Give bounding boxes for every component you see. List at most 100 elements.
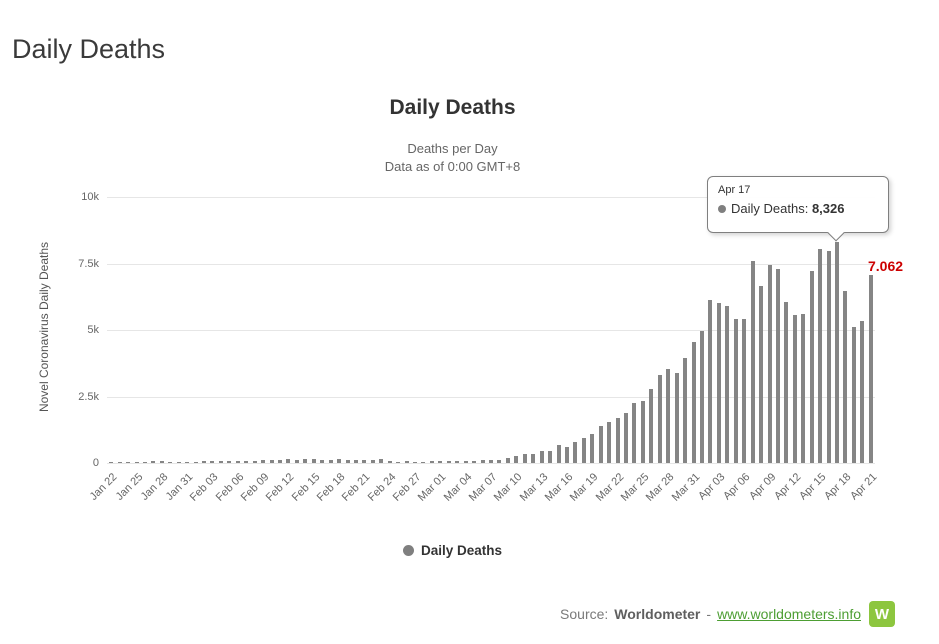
bar-jan-23[interactable] — [117, 462, 122, 463]
bar-mar-07[interactable] — [489, 460, 493, 463]
bar-mar-25[interactable] — [640, 400, 645, 463]
bar-apr-04[interactable] — [725, 306, 730, 463]
worldometer-logo[interactable]: W — [869, 601, 895, 627]
bar-mar-03[interactable] — [455, 461, 460, 463]
bar-mar-14[interactable] — [548, 451, 553, 463]
bar-mar-02[interactable] — [446, 461, 451, 463]
bar-feb-06[interactable] — [235, 461, 240, 463]
bar-apr-02[interactable] — [708, 300, 713, 463]
bar-mar-08[interactable] — [497, 460, 502, 463]
bar-apr-01[interactable] — [699, 331, 704, 463]
bar-feb-20[interactable] — [353, 459, 358, 463]
source-label: Source: — [560, 606, 609, 622]
bar-apr-17[interactable] — [835, 241, 840, 463]
tooltip-value: 8,326 — [811, 201, 845, 216]
bar-apr-07[interactable] — [750, 260, 755, 463]
bar-jan-27[interactable] — [151, 461, 156, 463]
bar-mar-30[interactable] — [683, 358, 688, 463]
bar-mar-05[interactable] — [472, 460, 477, 463]
bar-feb-23[interactable] — [379, 459, 384, 463]
bar-feb-16[interactable] — [320, 460, 325, 463]
bar-jan-22[interactable] — [109, 462, 114, 463]
bar-feb-03[interactable] — [210, 461, 215, 463]
bar-mar-10[interactable] — [514, 455, 519, 463]
worldometers-link[interactable]: www.worldometers.info — [717, 606, 861, 622]
bar-mar-16[interactable] — [564, 447, 569, 463]
bar-mar-06[interactable] — [480, 460, 485, 463]
bar-apr-19[interactable] — [851, 326, 856, 463]
bar-apr-13[interactable] — [801, 314, 806, 463]
bar-mar-09[interactable] — [505, 457, 510, 463]
bar-mar-26[interactable] — [649, 388, 654, 463]
bar-feb-27[interactable] — [413, 461, 418, 463]
bar-apr-10[interactable] — [775, 268, 780, 463]
bar-feb-02[interactable] — [202, 461, 207, 463]
bar-mar-28[interactable] — [666, 369, 671, 463]
bar-apr-09[interactable] — [767, 265, 772, 463]
bar-mar-23[interactable] — [624, 413, 629, 463]
bar-mar-15[interactable] — [556, 445, 561, 463]
bar-mar-21[interactable] — [607, 422, 612, 463]
bar-feb-17[interactable] — [328, 460, 333, 463]
bar-mar-13[interactable] — [539, 451, 544, 463]
bar-feb-24[interactable] — [387, 461, 392, 463]
bar-apr-11[interactable] — [784, 302, 789, 463]
bar-apr-08[interactable] — [759, 285, 764, 463]
bar-feb-19[interactable] — [345, 459, 350, 463]
bar-jan-31[interactable] — [185, 461, 190, 463]
bar-feb-14[interactable] — [303, 459, 308, 463]
bar-apr-21[interactable] — [868, 275, 873, 463]
bar-feb-07[interactable] — [244, 460, 249, 463]
bar-mar-18[interactable] — [581, 438, 586, 463]
bar-feb-22[interactable] — [370, 460, 375, 463]
bar-feb-29[interactable] — [429, 461, 434, 463]
bar-mar-04[interactable] — [463, 460, 468, 463]
bar-feb-04[interactable] — [218, 461, 223, 463]
bar-mar-19[interactable] — [590, 434, 595, 463]
bar-feb-21[interactable] — [362, 460, 367, 463]
bar-feb-28[interactable] — [421, 461, 426, 463]
bar-jan-24[interactable] — [126, 462, 131, 463]
bar-mar-20[interactable] — [598, 426, 603, 463]
tooltip: Apr 17 Daily Deaths: 8,326 — [707, 176, 889, 241]
bar-apr-15[interactable] — [818, 249, 823, 463]
bar-feb-01[interactable] — [193, 461, 198, 463]
bar-mar-22[interactable] — [615, 418, 620, 463]
chart-subtitle-line2: Data as of 0:00 GMT+8 — [384, 159, 521, 174]
bar-feb-13[interactable] — [294, 459, 299, 463]
bar-feb-10[interactable] — [269, 460, 274, 463]
bar-apr-06[interactable] — [742, 319, 747, 463]
bar-feb-25[interactable] — [396, 461, 401, 463]
bar-mar-12[interactable] — [531, 453, 536, 463]
bar-apr-12[interactable] — [792, 314, 797, 463]
bar-mar-24[interactable] — [632, 402, 637, 463]
bar-apr-20[interactable] — [860, 320, 865, 463]
bar-apr-14[interactable] — [809, 271, 814, 463]
bar-feb-11[interactable] — [278, 460, 282, 463]
bar-feb-18[interactable] — [337, 459, 342, 463]
bar-mar-17[interactable] — [573, 441, 578, 463]
bar-apr-03[interactable] — [716, 302, 721, 463]
bar-feb-15[interactable] — [311, 459, 316, 463]
bar-feb-08[interactable] — [252, 460, 257, 463]
bar-jan-26[interactable] — [142, 461, 147, 463]
bar-feb-05[interactable] — [227, 461, 232, 463]
bar-apr-18[interactable] — [843, 290, 848, 463]
bar-mar-01[interactable] — [438, 461, 443, 463]
bar-feb-26[interactable] — [404, 461, 409, 463]
y-axis-tick-label: 0 — [92, 457, 99, 469]
bar-mar-27[interactable] — [657, 375, 662, 463]
bar-mar-29[interactable] — [674, 372, 679, 463]
bar-jan-29[interactable] — [168, 462, 173, 463]
bar-mar-31[interactable] — [691, 342, 696, 463]
bar-apr-05[interactable] — [733, 318, 738, 463]
bar-jan-30[interactable] — [176, 461, 181, 463]
bar-jan-25[interactable] — [134, 461, 139, 463]
bar-feb-12[interactable] — [286, 459, 291, 463]
bar-jan-28[interactable] — [159, 461, 164, 463]
plot-area[interactable] — [107, 197, 875, 464]
bar-mar-11[interactable] — [522, 454, 527, 463]
bar-apr-16[interactable] — [826, 251, 831, 463]
legend[interactable]: Daily Deaths — [0, 543, 905, 558]
bar-feb-09[interactable] — [261, 460, 266, 463]
